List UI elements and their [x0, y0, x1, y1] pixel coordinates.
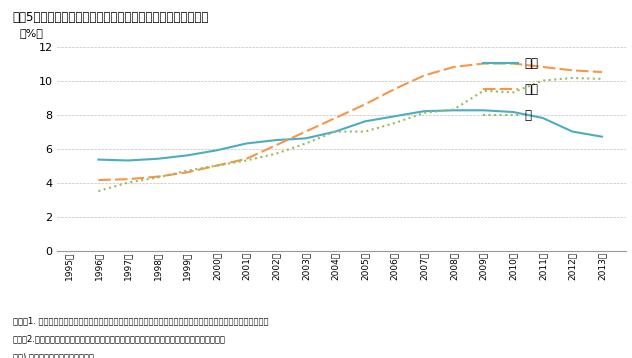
- 伏見: [598, 70, 605, 74]
- Text: 注）　1. 自然空室率は平均賃料が反転上昇／反転下落する境界となる平均空室率の水準で、当社による推計値。: 注） 1. 自然空室率は平均賃料が反転上昇／反転下落する境界となる平均空室率の水…: [13, 317, 268, 326]
- Legend: 名駅, 伏見, 栄: 名駅, 伏見, 栄: [478, 52, 543, 127]
- 名駅: [243, 141, 250, 146]
- 名駅: [598, 135, 605, 139]
- 伏見: [450, 65, 458, 69]
- Text: 2.「丸の内」エリアについては、対象ビル棟数が少ないことから推計を行っていない。: 2.「丸の内」エリアについては、対象ビル棟数が少ないことから推計を行っていない。: [13, 335, 226, 344]
- 栄: [598, 77, 605, 81]
- 栄: [509, 90, 517, 95]
- 名駅: [509, 110, 517, 114]
- 伏見: [272, 143, 280, 147]
- 名駅: [95, 158, 102, 162]
- 栄: [420, 111, 428, 115]
- Line: 伏見: 伏見: [99, 64, 602, 180]
- 名駅: [124, 158, 131, 163]
- Text: （%）: （%）: [20, 28, 44, 38]
- 伏見: [183, 170, 191, 175]
- 名駅: [569, 130, 576, 134]
- Line: 栄: 栄: [99, 78, 602, 191]
- 名駅: [391, 114, 398, 118]
- 栄: [569, 76, 576, 80]
- 栄: [213, 164, 221, 168]
- 栄: [183, 169, 191, 173]
- 栄: [332, 130, 339, 134]
- 名駅: [272, 138, 280, 142]
- 栄: [539, 78, 547, 83]
- 名駅: [302, 136, 310, 141]
- Text: 図表5　名古屋ビジネス地区における主要エリアの自然空室率: 図表5 名古屋ビジネス地区における主要エリアの自然空室率: [13, 11, 209, 24]
- 名駅: [154, 157, 161, 161]
- 伏見: [332, 116, 339, 120]
- 伏見: [213, 164, 221, 168]
- 名駅: [213, 148, 221, 153]
- 伏見: [154, 174, 161, 179]
- 名駅: [450, 108, 458, 112]
- Text: 出所) 三井住友トラスト基礎研究所: 出所) 三井住友トラスト基礎研究所: [13, 353, 94, 358]
- 栄: [450, 107, 458, 112]
- 名駅: [480, 108, 487, 112]
- 伏見: [420, 73, 428, 78]
- 伏見: [95, 178, 102, 182]
- 伏見: [509, 62, 517, 66]
- 名駅: [183, 153, 191, 158]
- 伏見: [302, 130, 310, 134]
- 伏見: [243, 157, 250, 161]
- 名駅: [420, 109, 428, 113]
- 栄: [154, 175, 161, 180]
- 栄: [302, 141, 310, 146]
- 栄: [124, 180, 131, 185]
- 名駅: [539, 116, 547, 120]
- 栄: [480, 89, 487, 93]
- 栄: [391, 121, 398, 125]
- 伏見: [569, 68, 576, 73]
- 伏見: [391, 87, 398, 91]
- 伏見: [480, 62, 487, 66]
- 名駅: [361, 119, 368, 124]
- 伏見: [539, 65, 547, 69]
- 栄: [272, 151, 280, 156]
- Line: 名駅: 名駅: [99, 110, 602, 160]
- 栄: [243, 158, 250, 163]
- 名駅: [332, 130, 339, 134]
- 伏見: [124, 177, 131, 182]
- 栄: [361, 130, 368, 134]
- 伏見: [361, 102, 368, 107]
- 栄: [95, 189, 102, 193]
